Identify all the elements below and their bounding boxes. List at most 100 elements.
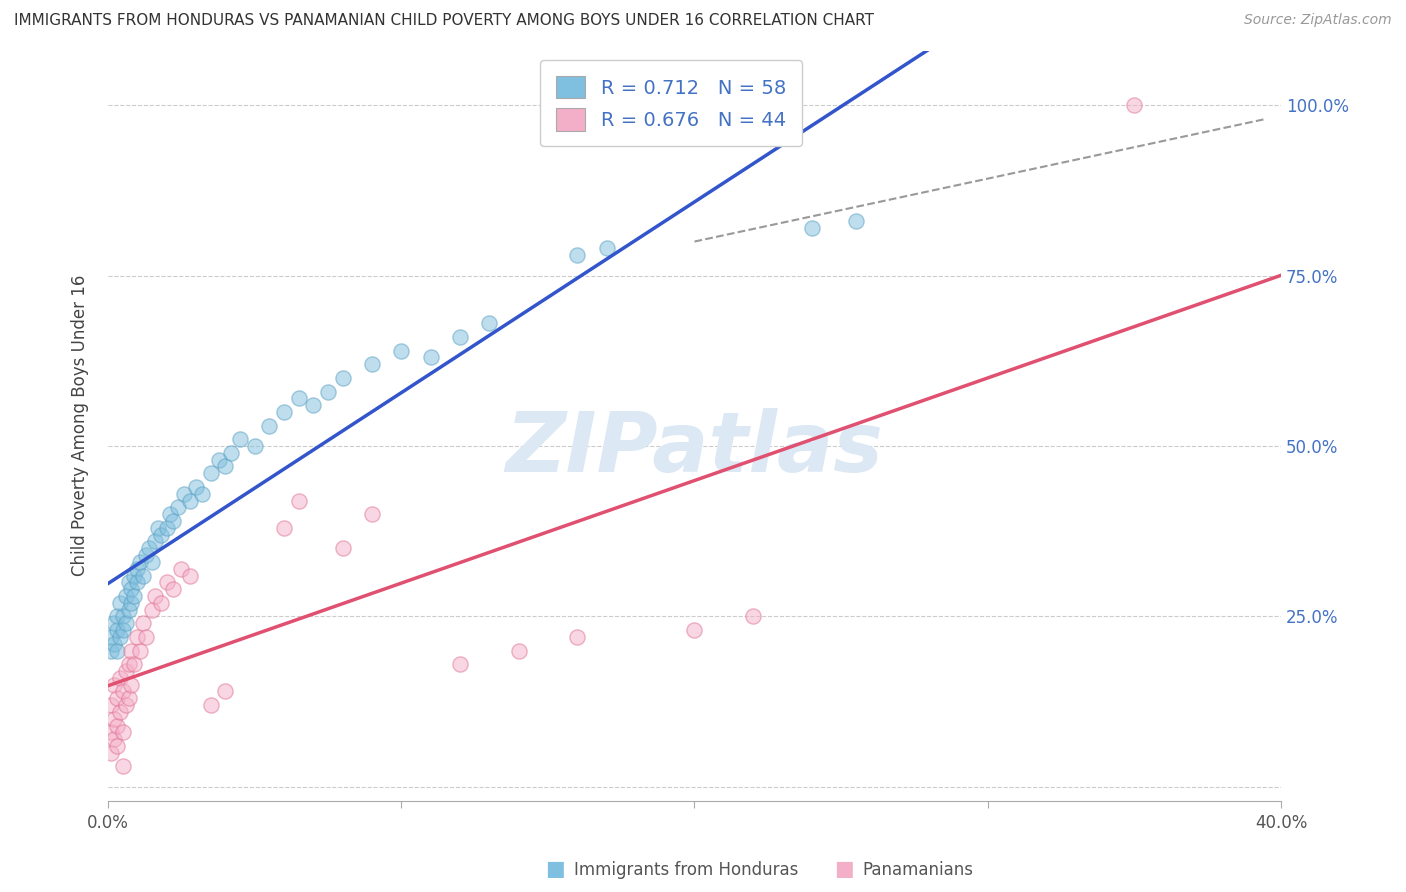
Point — [141, 602, 163, 616]
Point — [287, 392, 309, 406]
Point — [129, 643, 152, 657]
Point — [214, 459, 236, 474]
Point — [129, 555, 152, 569]
Point — [105, 623, 128, 637]
Point — [259, 418, 281, 433]
Point — [111, 609, 134, 624]
Point — [114, 664, 136, 678]
Point — [124, 589, 146, 603]
Point — [800, 221, 823, 235]
Point — [478, 316, 501, 330]
Point — [419, 351, 441, 365]
Point — [127, 630, 149, 644]
Point — [105, 739, 128, 753]
Point — [111, 725, 134, 739]
Point — [105, 691, 128, 706]
Point — [100, 746, 122, 760]
Point — [100, 643, 122, 657]
Point — [103, 732, 125, 747]
Point — [141, 555, 163, 569]
Point — [146, 521, 169, 535]
Point — [108, 671, 131, 685]
Text: Immigrants from Honduras: Immigrants from Honduras — [574, 861, 799, 879]
Point — [120, 582, 142, 597]
Point — [184, 480, 207, 494]
Point — [117, 657, 139, 672]
Point — [229, 432, 252, 446]
Point — [149, 596, 172, 610]
Point — [117, 575, 139, 590]
Point — [449, 330, 471, 344]
Point — [449, 657, 471, 672]
Point — [742, 609, 765, 624]
Point — [127, 562, 149, 576]
Point — [214, 684, 236, 698]
Point — [120, 643, 142, 657]
Point — [138, 541, 160, 556]
Text: Panamanians: Panamanians — [862, 861, 973, 879]
Point — [114, 589, 136, 603]
Text: IMMIGRANTS FROM HONDURAS VS PANAMANIAN CHILD POVERTY AMONG BOYS UNDER 16 CORRELA: IMMIGRANTS FROM HONDURAS VS PANAMANIAN C… — [14, 13, 875, 29]
Point — [117, 691, 139, 706]
Point — [287, 493, 309, 508]
Point — [127, 575, 149, 590]
Point — [200, 467, 222, 481]
Point — [156, 575, 179, 590]
Point — [111, 684, 134, 698]
Point — [162, 514, 184, 528]
Point — [111, 759, 134, 773]
Point — [100, 630, 122, 644]
Point — [683, 623, 706, 637]
Point — [108, 705, 131, 719]
Point — [1123, 98, 1146, 112]
Point — [108, 630, 131, 644]
Point — [389, 343, 412, 358]
Point — [179, 493, 201, 508]
Point — [114, 616, 136, 631]
Point — [173, 487, 195, 501]
Point — [179, 568, 201, 582]
Point — [120, 678, 142, 692]
Point — [167, 500, 190, 515]
Point — [124, 568, 146, 582]
Point — [143, 589, 166, 603]
Text: Source: ZipAtlas.com: Source: ZipAtlas.com — [1244, 13, 1392, 28]
Point — [124, 657, 146, 672]
Point — [159, 507, 181, 521]
Point — [156, 521, 179, 535]
Point — [103, 678, 125, 692]
Point — [111, 623, 134, 637]
Point — [316, 384, 339, 399]
Point — [103, 712, 125, 726]
Point — [273, 521, 295, 535]
Point — [219, 446, 242, 460]
Point — [191, 487, 214, 501]
Point — [361, 507, 384, 521]
Point — [508, 643, 530, 657]
Point — [100, 698, 122, 712]
Text: ■: ■ — [834, 859, 853, 879]
Point — [170, 562, 193, 576]
Point — [208, 452, 231, 467]
Text: ZIPatlas: ZIPatlas — [506, 408, 883, 489]
Point — [243, 439, 266, 453]
Point — [361, 357, 384, 371]
Point — [332, 541, 354, 556]
Point — [105, 718, 128, 732]
Point — [103, 637, 125, 651]
Point — [135, 548, 157, 562]
Y-axis label: Child Poverty Among Boys Under 16: Child Poverty Among Boys Under 16 — [72, 275, 89, 576]
Point — [845, 214, 868, 228]
Point — [105, 609, 128, 624]
Point — [595, 241, 617, 255]
Point — [103, 616, 125, 631]
Point — [149, 527, 172, 541]
Point — [273, 405, 295, 419]
Text: ■: ■ — [546, 859, 565, 879]
Point — [108, 596, 131, 610]
Point — [567, 248, 589, 262]
Point — [135, 630, 157, 644]
Point — [132, 616, 155, 631]
Legend: R = 0.712   N = 58, R = 0.676   N = 44: R = 0.712 N = 58, R = 0.676 N = 44 — [540, 61, 801, 146]
Point — [114, 698, 136, 712]
